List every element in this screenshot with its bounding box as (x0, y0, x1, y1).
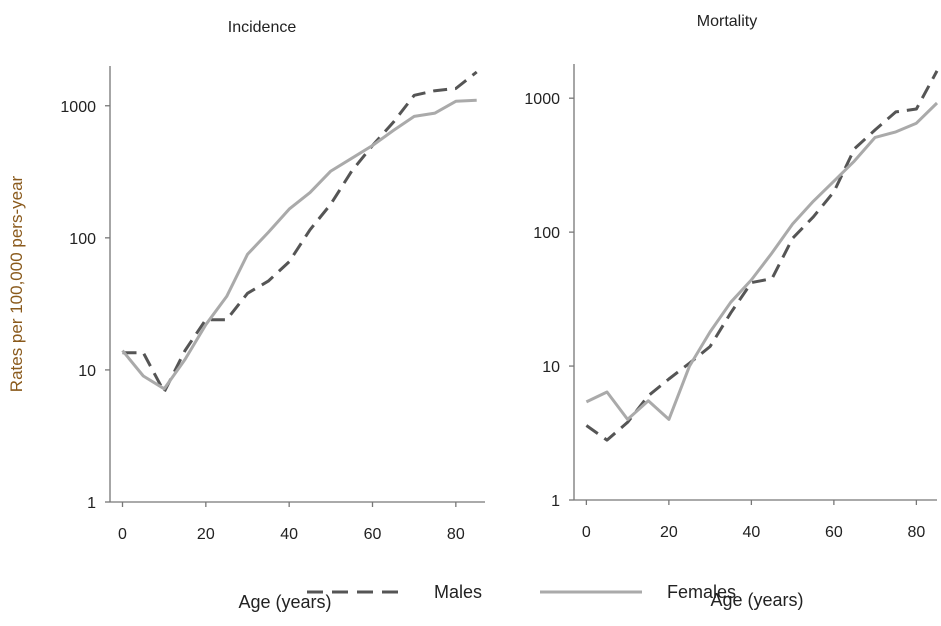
panel-title: Mortality (697, 13, 757, 30)
series-line-females (121, 98, 477, 391)
y-tick-label: 1 (87, 495, 96, 512)
x-tick-label: 40 (280, 526, 298, 543)
x-tick-label: 20 (197, 526, 215, 543)
x-tick-label: 0 (582, 524, 591, 541)
x-tick-label: 20 (660, 524, 678, 541)
y-tick-label: 100 (69, 231, 96, 248)
x-axis-label: Age (years) (238, 592, 331, 612)
legend-males-label: Males (434, 582, 482, 602)
panel-title: Incidence (228, 19, 297, 36)
legend-females-label: Females (667, 582, 736, 602)
y-tick-label: 1 (551, 493, 560, 510)
incidence-panel: Incidence 1 10 100 1000 0 20 40 60 80 Age (years) R… (7, 19, 485, 612)
y-tick-label: 10 (78, 363, 96, 380)
x-tick-label: 60 (825, 524, 843, 541)
series-line-females (585, 101, 939, 421)
x-tick-label: 80 (907, 524, 925, 541)
y-tick-label: 10 (542, 359, 560, 376)
y-tick-label: 1000 (60, 99, 96, 116)
mortality-panel: Mortality 1 10 100 1000 0 20 40 60 80 Age (years) (524, 13, 939, 610)
y-tick-label: 1000 (524, 91, 560, 108)
y-axis-label: Rates per 100,000 pers-year (7, 175, 26, 392)
x-axis-label: Age (years) (710, 590, 803, 610)
x-tick-label: 0 (118, 526, 127, 543)
series-line-males (122, 70, 478, 394)
y-tick-label: 100 (533, 225, 560, 242)
series-line-males (585, 70, 939, 442)
x-tick-label: 60 (364, 526, 382, 543)
legend: Males Females (307, 582, 736, 602)
x-tick-label: 80 (447, 526, 465, 543)
x-tick-label: 40 (742, 524, 760, 541)
